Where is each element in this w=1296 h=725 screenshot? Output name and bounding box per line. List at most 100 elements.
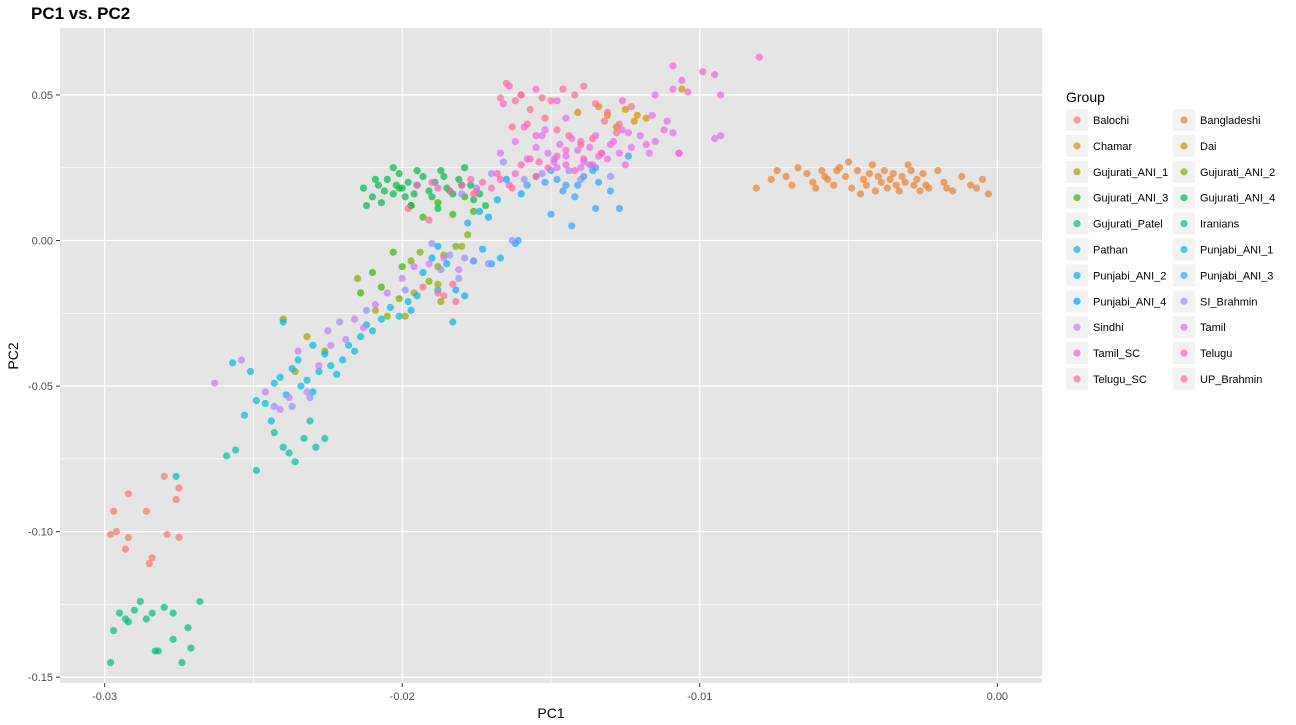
legend-label: Chamar xyxy=(1093,141,1132,153)
y-axis-ticks: 0.05 0.00 -0.05 -0.10 -0.15 xyxy=(28,90,60,684)
point-iranians xyxy=(270,429,278,437)
point-punjabi-ani-3 xyxy=(606,187,615,195)
point-tamil-sc xyxy=(684,88,692,96)
legend-label: Tamil_SC xyxy=(1093,348,1140,360)
legend-key-swatch xyxy=(1180,297,1188,305)
point-chamar xyxy=(633,111,641,119)
point-sindhi xyxy=(327,341,335,349)
point-punjabi-ani-3 xyxy=(514,236,522,245)
point-bangladeshi xyxy=(848,184,856,192)
legend-item-tamil: Tamil xyxy=(1173,316,1226,339)
legend-key-swatch xyxy=(1073,194,1081,202)
point-tamil-sc xyxy=(678,76,686,84)
point-tamil-sc xyxy=(669,62,677,70)
point-tamil xyxy=(532,143,540,151)
point-si-brahmin xyxy=(470,257,478,265)
point-tamil-sc xyxy=(675,149,683,157)
point-punjabi-ani-1 xyxy=(413,292,421,300)
point-bangladeshi xyxy=(833,167,841,175)
point-sindhi xyxy=(371,301,379,309)
point-iranians xyxy=(300,434,308,443)
point-gujurati-ani-1 xyxy=(437,298,445,306)
legend-label: Punjabi_ANI_1 xyxy=(1200,245,1273,257)
point-bangladeshi xyxy=(913,175,921,183)
point-telugu-sc xyxy=(627,103,635,111)
point-iranians xyxy=(252,466,260,475)
point-si-brahmin xyxy=(306,394,314,402)
point-bangladeshi xyxy=(868,161,877,169)
point-telugu xyxy=(487,184,496,192)
point-up-brahmin xyxy=(434,289,442,297)
point-gujurati-ani-2 xyxy=(395,295,403,303)
point-tamil xyxy=(541,126,549,134)
point-tamil-sc xyxy=(606,140,615,148)
point-punjabi-ani-3 xyxy=(595,178,603,186)
point-tamil-sc xyxy=(755,53,763,61)
point-gujurati-ani-4 xyxy=(461,164,469,172)
legend-title: Group xyxy=(1066,89,1105,105)
point-gujurati-ani-1 xyxy=(434,280,442,288)
point-bangladeshi xyxy=(916,187,924,195)
point-up-brahmin xyxy=(449,280,457,288)
point-sindhi xyxy=(425,260,433,268)
point-sindhi xyxy=(359,324,368,332)
legend-label: Telugu xyxy=(1200,348,1232,360)
point-gujurati-ani-2 xyxy=(407,257,415,265)
point-bangladeshi xyxy=(978,175,987,183)
legend-item-gujurati-ani-4: Gujurati_ANI_4 xyxy=(1173,186,1275,209)
point-punjabi-ani-1 xyxy=(267,417,275,425)
point-punjabi-ani-2 xyxy=(476,207,484,215)
point-gujurati-ani-2 xyxy=(464,231,472,239)
legend-key-swatch xyxy=(1180,220,1188,228)
point-gujurati-patel xyxy=(178,659,186,667)
point-punjabi-ani-2 xyxy=(484,213,493,221)
point-telugu xyxy=(428,178,436,186)
point-dai xyxy=(630,117,638,125)
y-tick-label: 0.00 xyxy=(32,236,53,248)
point-telugu xyxy=(580,155,588,163)
point-balochi xyxy=(107,530,115,539)
point-tamil-sc xyxy=(532,85,540,93)
point-gujurati-ani-4 xyxy=(428,193,436,201)
legend-item-iranians: Iranians xyxy=(1173,212,1240,235)
point-gujurati-ani-4 xyxy=(401,193,409,201)
legend-label: UP_Brahmin xyxy=(1200,374,1262,386)
point-gujurati-patel xyxy=(169,609,177,617)
legend-key-swatch xyxy=(1180,142,1188,150)
point-punjabi-ani-1 xyxy=(386,303,394,312)
point-bangladeshi xyxy=(883,184,891,192)
point-bangladeshi xyxy=(895,187,903,195)
point-sindhi xyxy=(276,405,284,413)
point-bangladeshi xyxy=(910,181,918,189)
legend-label: Punjabi_ANI_4 xyxy=(1093,296,1166,308)
point-bangladeshi xyxy=(853,167,862,175)
point-telugu xyxy=(496,175,504,183)
point-punjabi-ani-2 xyxy=(461,292,469,300)
legend-label: Balochi xyxy=(1093,115,1129,127)
point-punjabi-ani-1 xyxy=(404,298,412,306)
point-bangladeshi xyxy=(901,178,909,186)
point-gujurati-ani-1 xyxy=(303,333,311,341)
point-sindhi xyxy=(342,335,350,344)
point-si-brahmin xyxy=(401,286,409,294)
legend-key-swatch xyxy=(1073,297,1081,305)
legend-item-balochi: Balochi xyxy=(1066,109,1129,131)
point-bangladeshi xyxy=(818,167,826,175)
legend-key-swatch xyxy=(1180,349,1188,357)
legend-item-bangladeshi: Bangladeshi xyxy=(1173,109,1261,131)
point-gujurati-ani-1 xyxy=(458,242,466,250)
point-bangladeshi xyxy=(984,190,993,198)
point-balochi xyxy=(142,507,150,515)
point-tamil xyxy=(562,114,570,122)
point-iranians xyxy=(291,458,299,466)
point-bangladeshi xyxy=(865,170,874,178)
point-gujurati-ani-4 xyxy=(377,199,385,207)
point-gujurati-ani-4 xyxy=(437,167,445,175)
legend-item-gujurati-ani-2: Gujurati_ANI_2 xyxy=(1173,160,1275,183)
point-telugu-sc xyxy=(601,117,609,125)
point-bangladeshi xyxy=(880,167,888,175)
legend-label: Gujurati_ANI_1 xyxy=(1093,167,1168,179)
point-gujurati-ani-4 xyxy=(470,196,478,204)
point-gujurati-ani-4 xyxy=(413,167,421,175)
point-sindhi xyxy=(440,254,448,262)
